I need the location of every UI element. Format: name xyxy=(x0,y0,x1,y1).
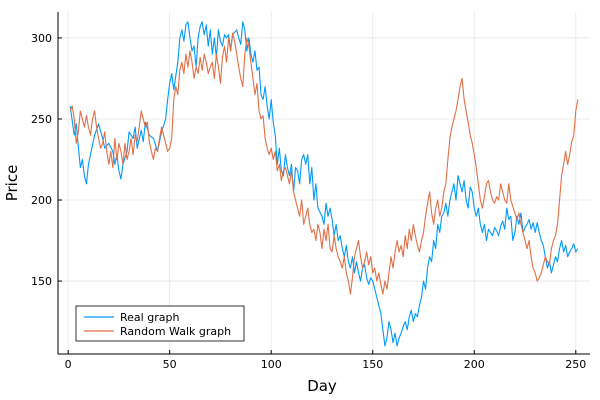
series-line-real xyxy=(69,21,579,347)
axes xyxy=(57,12,590,355)
x-tick-label: 50 xyxy=(163,358,177,371)
y-tick-label: 250 xyxy=(31,113,52,126)
x-tick-label: 250 xyxy=(565,358,586,371)
y-tick-label: 150 xyxy=(31,275,52,288)
tick-labels: 0 50 100 150 200 250 150 200 250 300 xyxy=(31,32,586,371)
x-tick-label: 0 xyxy=(65,358,72,371)
y-tick-label: 200 xyxy=(31,194,52,207)
x-axis-title: Day xyxy=(307,377,337,395)
legend: Real graph Random Walk graph xyxy=(75,305,245,342)
x-tick-label: 200 xyxy=(464,358,485,371)
series-line-random-walk xyxy=(69,32,579,295)
gridlines xyxy=(58,12,590,354)
legend-box xyxy=(75,305,245,342)
y-axis-title: Price xyxy=(3,165,21,202)
y-tick-label: 300 xyxy=(31,32,52,45)
x-tick-label: 100 xyxy=(261,358,282,371)
x-tick-label: 150 xyxy=(362,358,383,371)
legend-label-real: Real graph xyxy=(120,311,179,324)
legend-label-random-walk: Random Walk graph xyxy=(120,325,231,338)
series-lines xyxy=(69,21,579,347)
